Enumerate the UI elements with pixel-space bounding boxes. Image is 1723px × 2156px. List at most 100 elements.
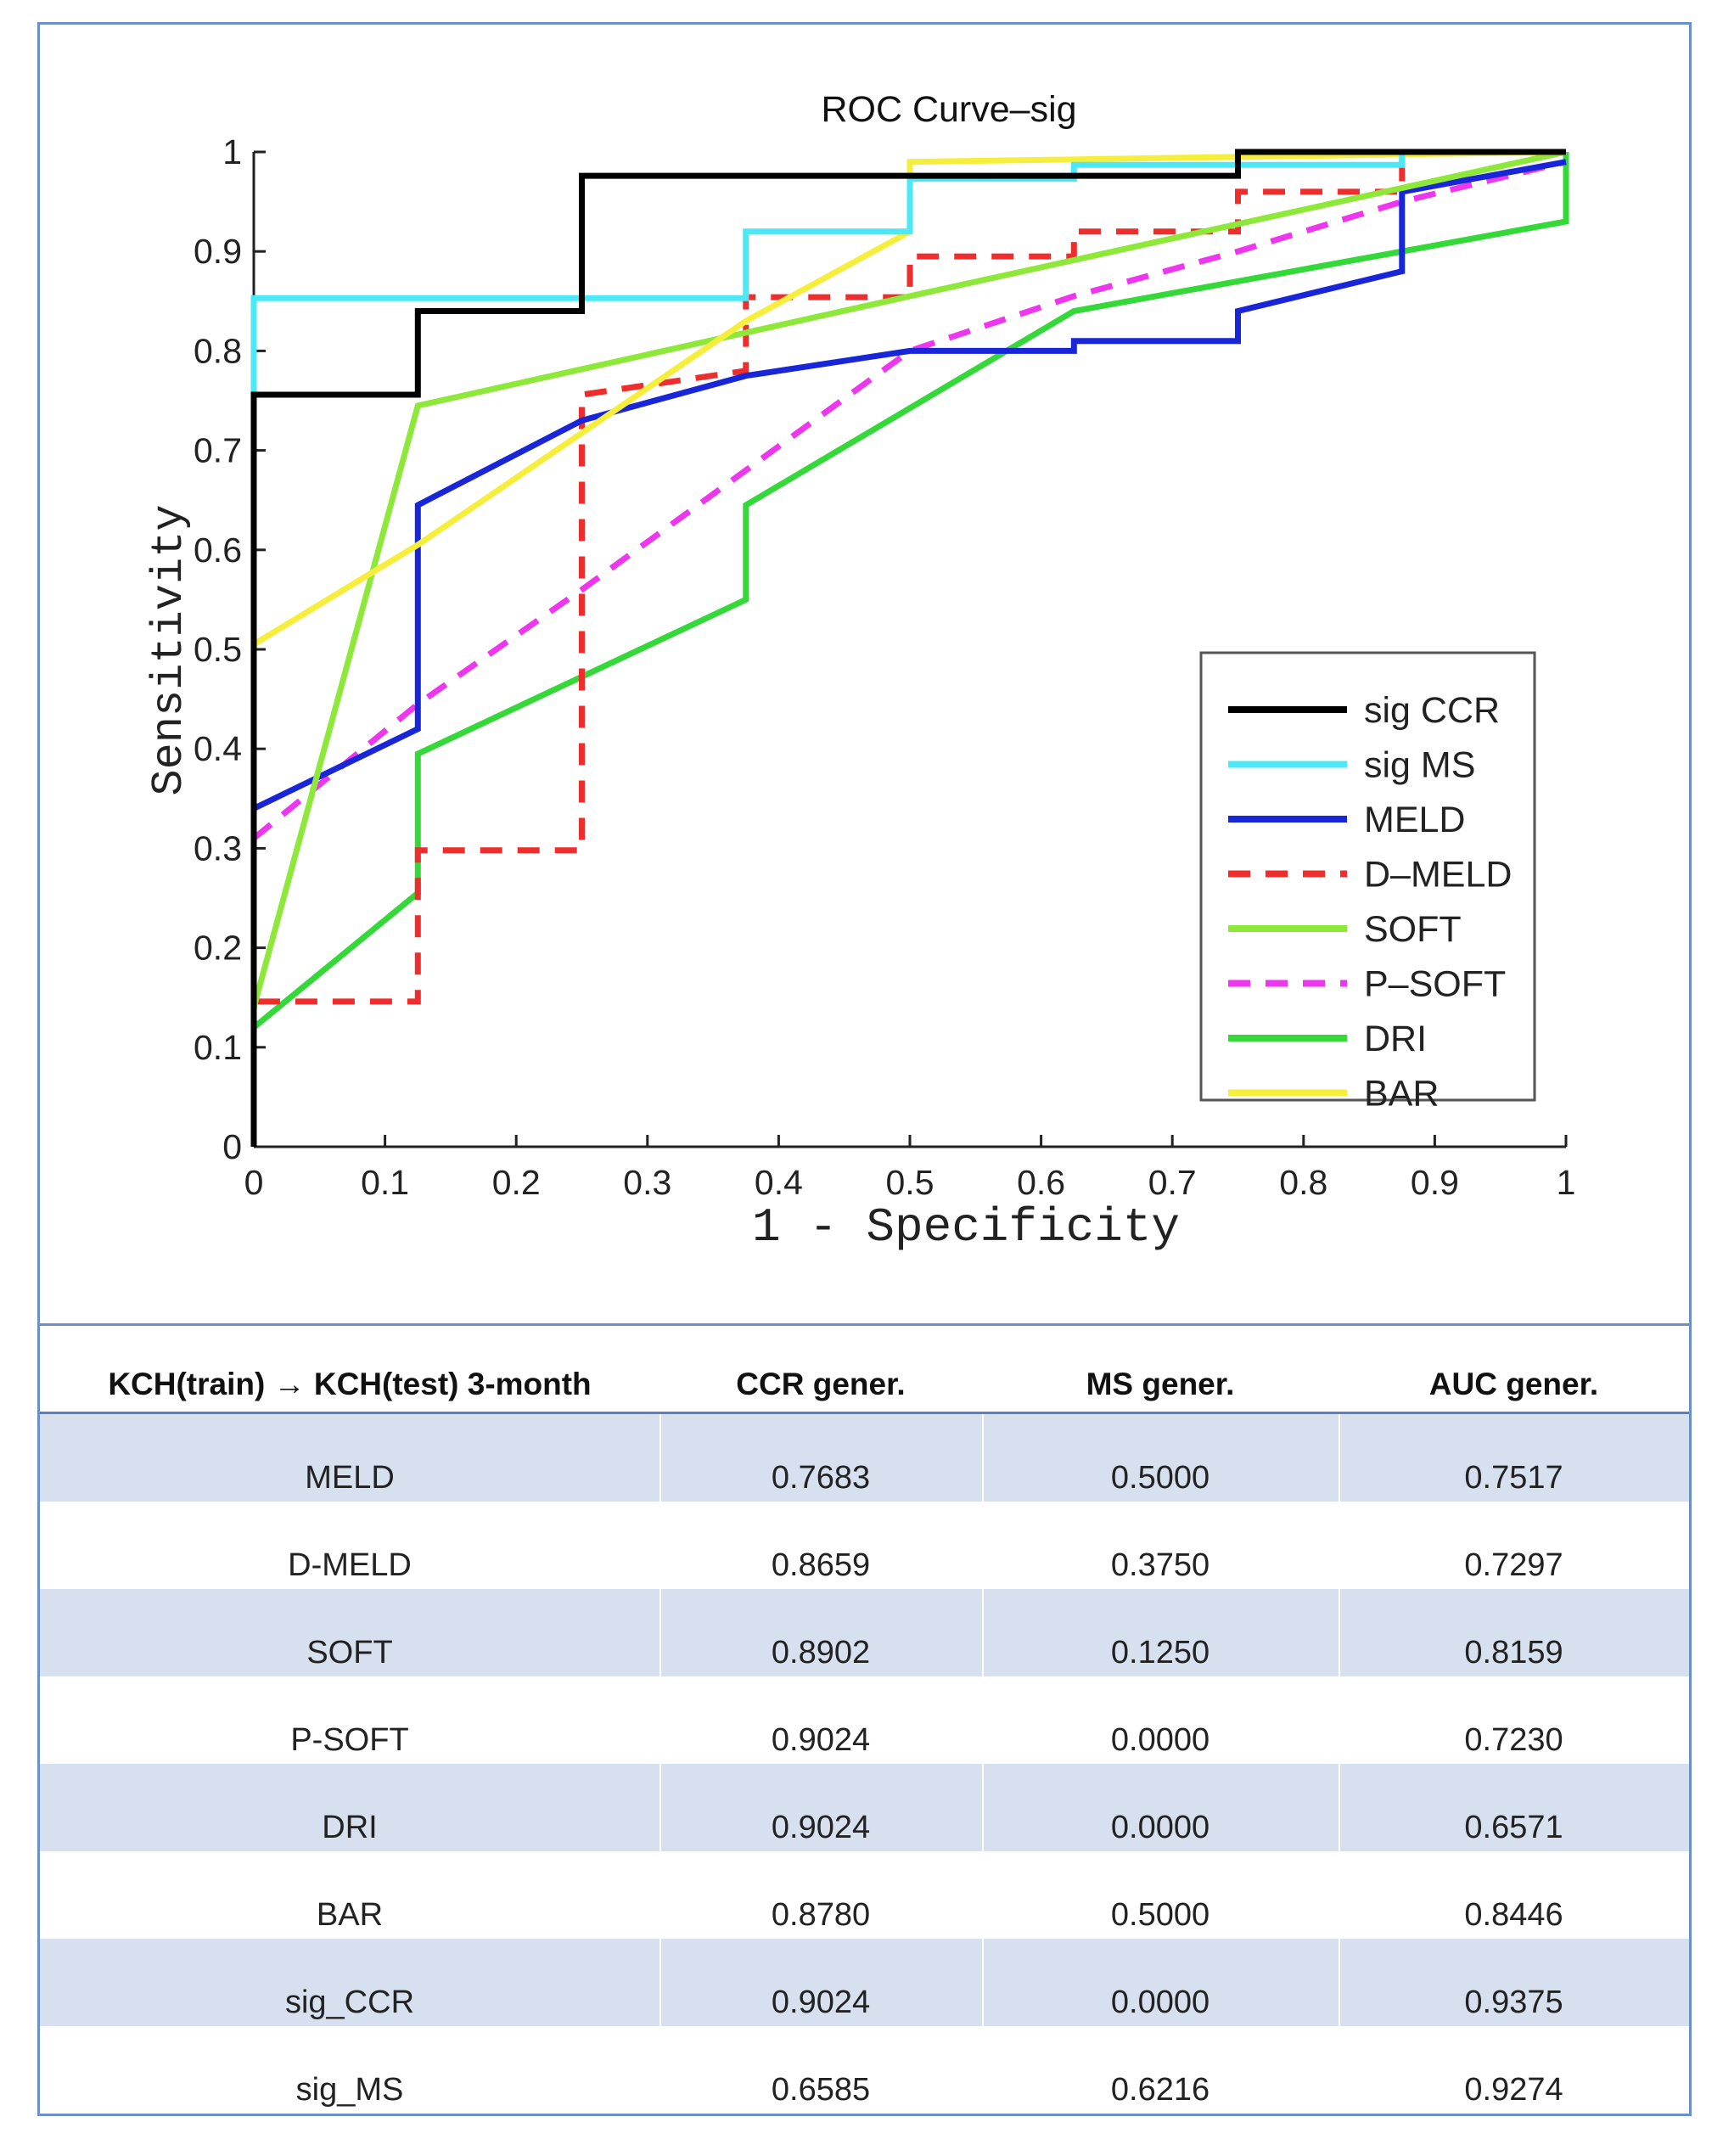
y-tick-label: 0.9 <box>194 232 242 271</box>
legend-label: SOFT <box>1364 909 1462 950</box>
x-tick-label: 0.3 <box>623 1163 671 1202</box>
header-ccr: CCR gener. <box>659 1367 982 1402</box>
column-separator <box>659 1414 661 1502</box>
y-tick-label: 0.6 <box>194 531 242 570</box>
column-separator <box>982 1939 984 2026</box>
row-value: 0.9024 <box>659 1939 982 2026</box>
x-tick-label: 0.1 <box>361 1163 409 1202</box>
row-value: 0.9274 <box>1339 2026 1689 2114</box>
column-separator <box>982 1764 984 1851</box>
column-separator <box>982 1589 984 1676</box>
column-separator <box>982 2026 984 2114</box>
y-tick-label: 0.4 <box>194 729 242 768</box>
legend-label: sig CCR <box>1364 690 1500 731</box>
x-tick-label: 0 <box>244 1163 264 1202</box>
y-tick-label: 0.8 <box>194 331 242 370</box>
row-value: 0.7683 <box>659 1414 982 1502</box>
row-model-name: D-MELD <box>40 1502 659 1589</box>
table-row: SOFT0.89020.12500.8159 <box>40 1589 1689 1676</box>
y-tick-label: 0.1 <box>194 1028 242 1067</box>
column-separator <box>982 1676 984 1764</box>
figure-frame: ROC Curve–sig 0 0.1 0.2 0.3 0.4 0.5 0.6 0.7 0.8 0… <box>37 22 1692 2116</box>
legend-label: D–MELD <box>1364 855 1512 896</box>
column-separator <box>659 1676 661 1764</box>
header-auc: AUC gener. <box>1339 1367 1689 1402</box>
results-table: KCH(train) → KCH(test) 3-month CCR gener… <box>40 1326 1689 2114</box>
y-tick-label: 1 <box>222 132 242 171</box>
row-model-name: SOFT <box>40 1589 659 1676</box>
table-row: P-SOFT0.90240.00000.7230 <box>40 1676 1689 1764</box>
row-value: 0.9024 <box>659 1676 982 1764</box>
table-row: D-MELD0.86590.37500.7297 <box>40 1502 1689 1589</box>
y-tick-label: 0.5 <box>194 630 242 669</box>
row-value: 0.9024 <box>659 1764 982 1851</box>
header-model: KCH(train) → KCH(test) 3-month <box>40 1367 659 1402</box>
row-value: 0.0000 <box>982 1676 1339 1764</box>
row-value: 0.1250 <box>982 1589 1339 1676</box>
chart-title: ROC Curve–sig <box>821 89 1076 130</box>
legend-label: DRI <box>1364 1019 1427 1059</box>
legend-label: MELD <box>1364 800 1465 840</box>
table-row: DRI0.90240.00000.6571 <box>40 1764 1689 1851</box>
roc-chart: ROC Curve–sig 0 0.1 0.2 0.3 0.4 0.5 0.6 0.7 0.8 0… <box>40 25 1689 1323</box>
row-model-name: MELD <box>40 1414 659 1502</box>
x-tick-label: 0.2 <box>492 1163 541 1202</box>
column-separator <box>1339 1676 1340 1764</box>
column-separator <box>1339 1414 1340 1502</box>
column-separator <box>659 1502 661 1589</box>
table-row: BAR0.87800.50000.8446 <box>40 1851 1689 1939</box>
row-value: 0.8902 <box>659 1589 982 1676</box>
y-tick-label: 0.2 <box>194 929 242 968</box>
column-separator <box>659 1939 661 2026</box>
row-value: 0.7230 <box>1339 1676 1689 1764</box>
table-row: MELD0.76830.50000.7517 <box>40 1414 1689 1502</box>
table-row: sig_CCR0.90240.00000.9375 <box>40 1939 1689 2026</box>
column-separator <box>1339 1502 1340 1589</box>
legend-label: P–SOFT <box>1364 964 1506 1005</box>
row-value: 0.8659 <box>659 1502 982 1589</box>
row-value: 0.6585 <box>659 2026 982 2114</box>
header-ms: MS gener. <box>982 1367 1339 1402</box>
x-tick-label: 0.6 <box>1017 1163 1065 1202</box>
row-model-name: DRI <box>40 1764 659 1851</box>
column-separator <box>982 1851 984 1939</box>
table-row: sig_MS0.65850.62160.9274 <box>40 2026 1689 2114</box>
row-value: 0.7297 <box>1339 1502 1689 1589</box>
row-model-name: BAR <box>40 1851 659 1939</box>
x-tick-label: 0.9 <box>1411 1163 1459 1202</box>
y-tick-label: 0.7 <box>194 431 242 470</box>
x-axis: 00.10.20.30.40.50.60.70.80.91 <box>244 1135 1576 1202</box>
row-value: 0.5000 <box>982 1414 1339 1502</box>
x-axis-label: 1 - Specificity <box>752 1200 1180 1255</box>
row-value: 0.5000 <box>982 1851 1339 1939</box>
column-separator <box>1339 1851 1340 1939</box>
table-header: KCH(train) → KCH(test) 3-month CCR gener… <box>40 1326 1689 1414</box>
row-model-name: sig_MS <box>40 2026 659 2114</box>
row-value: 0.6571 <box>1339 1764 1689 1851</box>
row-value: 0.0000 <box>982 1939 1339 2026</box>
row-value: 0.3750 <box>982 1502 1339 1589</box>
x-tick-label: 0.4 <box>755 1163 803 1202</box>
row-value: 0.7517 <box>1339 1414 1689 1502</box>
row-value: 0.9375 <box>1339 1939 1689 2026</box>
y-tick-label: 0 <box>222 1127 242 1166</box>
legend-label: BAR <box>1364 1074 1439 1114</box>
column-separator <box>659 1764 661 1851</box>
column-separator <box>982 1414 984 1502</box>
legend: sig CCRsig MSMELDD–MELDSOFTP–SOFTDRIBAR <box>1201 653 1535 1114</box>
column-separator <box>1339 1589 1340 1676</box>
x-tick-label: 0.8 <box>1279 1163 1327 1202</box>
x-tick-label: 0.5 <box>886 1163 934 1202</box>
column-separator <box>659 1851 661 1939</box>
row-value: 0.8159 <box>1339 1589 1689 1676</box>
column-separator <box>1339 1764 1340 1851</box>
column-separator <box>659 2026 661 2114</box>
y-axis-label: Sensitivity <box>144 504 194 795</box>
row-value: 0.0000 <box>982 1764 1339 1851</box>
row-value: 0.6216 <box>982 2026 1339 2114</box>
row-model-name: P-SOFT <box>40 1676 659 1764</box>
column-separator <box>982 1502 984 1589</box>
row-value: 0.8446 <box>1339 1851 1689 1939</box>
row-value: 0.8780 <box>659 1851 982 1939</box>
column-separator <box>659 1589 661 1676</box>
